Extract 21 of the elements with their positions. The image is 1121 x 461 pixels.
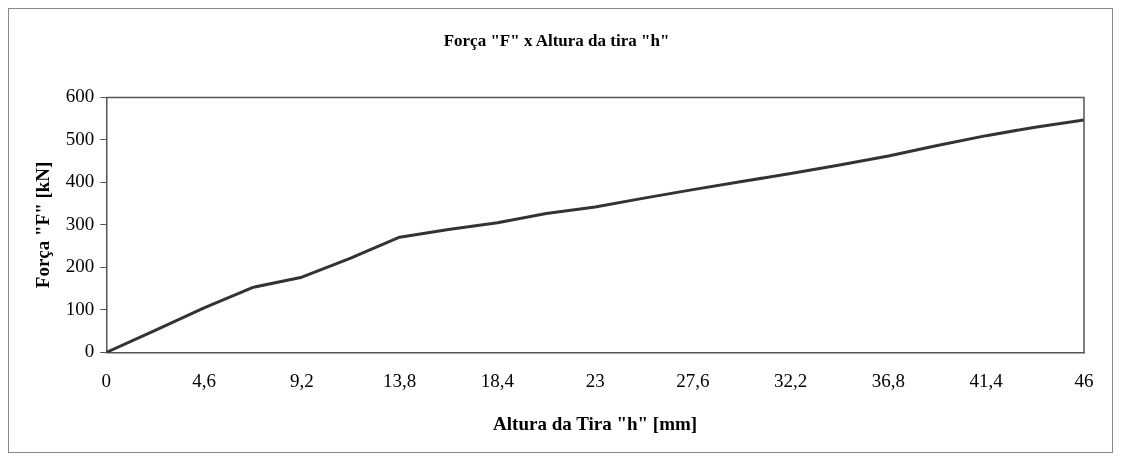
y-tick-label: 300: [65, 212, 95, 234]
x-tick-label: 46: [1074, 369, 1094, 391]
y-tick-label: 100: [65, 297, 95, 319]
y-tick-label: 600: [65, 85, 95, 107]
x-tick-label: 23: [585, 369, 605, 391]
y-tick-label: 500: [65, 127, 95, 149]
x-tick-label: 13,8: [382, 369, 417, 391]
x-tick-label: 41,4: [969, 369, 1004, 391]
x-tick-label: 32,2: [774, 369, 808, 391]
y-tick-label: 0: [84, 340, 95, 362]
x-tick-label: 9,2: [289, 369, 314, 391]
y-tick-label: 200: [65, 255, 95, 277]
chart-title: Força "F" x Altura da tira "h": [443, 30, 670, 50]
x-tick-label: 0: [101, 369, 112, 391]
x-axis-title: Altura da Tira "h" [mm]: [493, 412, 698, 434]
x-tick-label: 18,4: [480, 369, 515, 391]
x-tick-label: 36,8: [871, 369, 906, 391]
y-tick-label: 400: [65, 170, 95, 192]
x-tick-label: 27,6: [676, 369, 710, 391]
x-tick-label: 4,6: [192, 369, 216, 391]
y-axis-title: Força "F" [kN]: [32, 161, 54, 289]
